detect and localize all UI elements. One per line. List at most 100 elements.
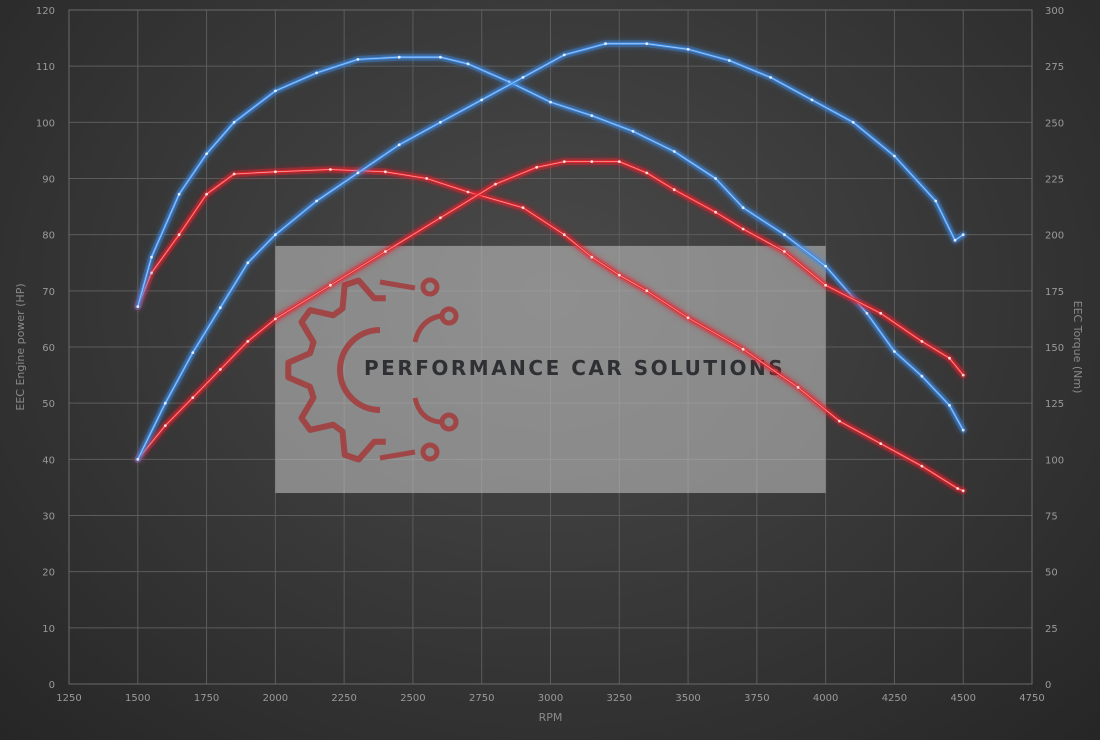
- y-right-axis-title: EEC Torque (Nm): [1071, 301, 1084, 394]
- x-tick-label: 2250: [331, 693, 356, 704]
- y-right-tick-label: 150: [1045, 343, 1064, 354]
- y-right-tick-label: 275: [1045, 62, 1064, 73]
- data-point: [920, 374, 924, 378]
- y-right-tick-label: 250: [1045, 118, 1064, 129]
- data-point: [672, 150, 676, 153]
- gear-circuit-logo-icon: [285, 277, 459, 463]
- data-point: [191, 351, 195, 354]
- y-left-tick-label: 10: [42, 624, 55, 635]
- data-point: [590, 160, 594, 164]
- data-point: [851, 120, 855, 124]
- data-point: [397, 143, 401, 147]
- x-tick-label: 4500: [950, 693, 975, 704]
- data-point: [191, 396, 195, 399]
- series-line-highlight: [137, 43, 964, 460]
- y-right-tick-label: 25: [1045, 624, 1058, 635]
- data-point: [521, 206, 525, 210]
- data-point: [397, 55, 401, 59]
- data-point: [205, 152, 209, 156]
- y-right-tick-label: 0: [1045, 680, 1051, 691]
- plot-frame: [68, 9, 1033, 685]
- data-point: [218, 368, 222, 371]
- circuit-trace: [379, 449, 416, 461]
- data-point: [741, 227, 745, 231]
- data-point: [205, 192, 209, 196]
- data-point: [617, 160, 621, 164]
- x-tick-label: 4750: [1019, 693, 1044, 704]
- data-point: [163, 401, 167, 405]
- data-point: [783, 233, 786, 237]
- data-point: [714, 177, 717, 180]
- data-point: [893, 154, 896, 158]
- data-point: [948, 356, 951, 360]
- data-point: [783, 250, 786, 253]
- gear-shape: [285, 277, 386, 463]
- data-point: [727, 59, 731, 62]
- y-left-tick-label: 80: [42, 231, 55, 242]
- data-point: [562, 53, 566, 57]
- data-point: [356, 171, 360, 175]
- data-point: [961, 373, 965, 377]
- series: [134, 40, 967, 495]
- data-point: [796, 386, 800, 389]
- circuit-trace: [379, 279, 416, 291]
- data-point: [631, 129, 635, 133]
- x-tick-label: 2750: [469, 693, 494, 704]
- data-point: [893, 350, 896, 353]
- data-point: [218, 306, 222, 310]
- data-point: [617, 273, 621, 277]
- y-left-tick-label: 50: [42, 399, 55, 410]
- data-point: [824, 264, 827, 268]
- data-point: [741, 206, 745, 210]
- data-point: [329, 168, 332, 171]
- y-left-tick-label: 40: [42, 455, 55, 466]
- data-point: [879, 442, 883, 445]
- x-tick-label: 1750: [194, 693, 219, 704]
- series-3: [134, 40, 967, 463]
- data-point: [934, 199, 938, 203]
- data-point: [177, 233, 181, 237]
- data-point: [315, 199, 318, 203]
- y-right-tick-label: 75: [1045, 512, 1058, 523]
- circuit-node: [439, 306, 459, 326]
- data-point: [329, 283, 332, 287]
- y-left-tick-label: 110: [36, 62, 55, 73]
- x-tick-label: 3250: [607, 693, 632, 704]
- data-point: [356, 58, 360, 61]
- circuit-trace: [412, 313, 441, 343]
- data-point: [466, 62, 470, 66]
- y-right-axis-ticks: 0 25 50 75 100 125 150 175 200 225 250 275 300: [1045, 6, 1064, 691]
- data-point: [714, 210, 717, 214]
- series-1: [134, 53, 967, 434]
- data-point: [956, 487, 960, 490]
- data-point: [741, 347, 745, 351]
- data-point: [810, 98, 814, 102]
- y-right-tick-label: 100: [1045, 455, 1064, 466]
- x-axis-title: RPM: [539, 711, 563, 724]
- data-point: [686, 316, 690, 320]
- x-axis-ticks: 1250 1500 1750 2000 2250 2500 2750 3000 3250 3500…: [56, 693, 1044, 704]
- data-point: [439, 55, 442, 59]
- y-right-tick-label: 50: [1045, 568, 1058, 579]
- data-point: [136, 457, 140, 461]
- y-right-tick-label: 200: [1045, 231, 1064, 242]
- data-point: [879, 311, 883, 315]
- x-tick-label: 2500: [400, 693, 425, 704]
- gear-hole: [337, 327, 381, 413]
- data-point: [672, 188, 676, 192]
- data-point: [920, 464, 924, 468]
- x-tick-label: 4000: [813, 693, 838, 704]
- y-right-tick-label: 125: [1045, 399, 1064, 410]
- data-point: [425, 177, 429, 180]
- y-left-tick-label: 20: [42, 568, 55, 579]
- x-tick-label: 3000: [538, 693, 563, 704]
- data-point: [150, 255, 153, 259]
- data-point: [246, 261, 250, 265]
- data-point: [163, 424, 167, 427]
- data-point: [604, 42, 607, 46]
- data-point: [590, 255, 594, 259]
- circuit-node: [439, 412, 459, 432]
- data-point: [961, 489, 965, 493]
- data-point: [246, 340, 250, 343]
